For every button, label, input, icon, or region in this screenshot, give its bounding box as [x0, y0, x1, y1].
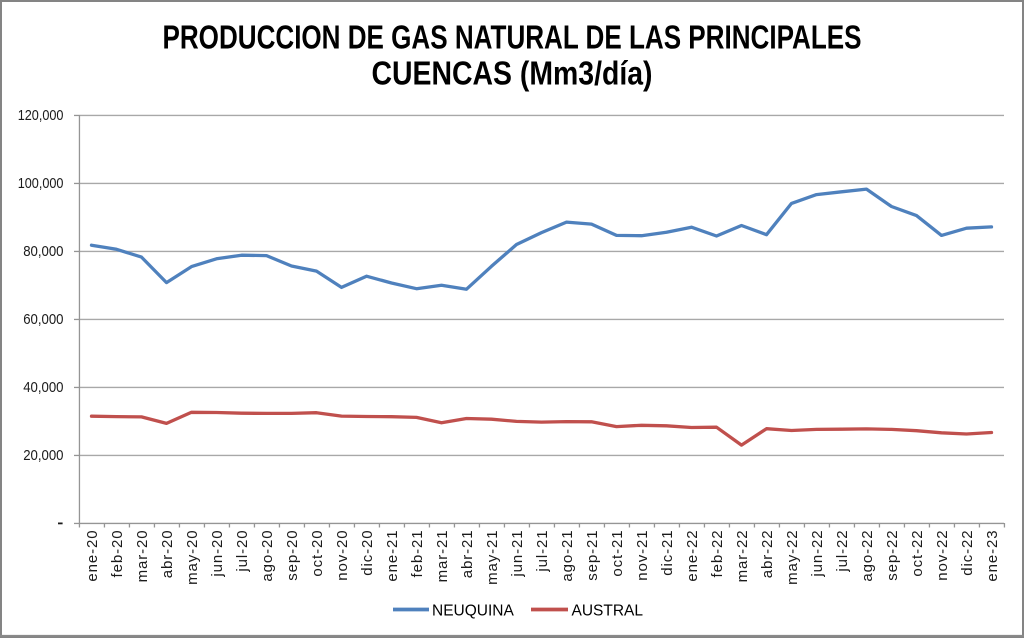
svg-text:100,000: 100,000 [18, 175, 64, 192]
svg-text:40,000: 40,000 [23, 379, 63, 396]
svg-text:ago-22: ago-22 [859, 530, 876, 582]
svg-text:sep-21: sep-21 [584, 530, 601, 581]
svg-text:jul-21: jul-21 [534, 530, 551, 573]
svg-text:jun-20: jun-20 [209, 530, 226, 578]
svg-text:ene-22: ene-22 [684, 530, 701, 582]
svg-text:nov-21: nov-21 [634, 530, 651, 581]
svg-text:abr-20: abr-20 [159, 530, 176, 579]
svg-text:abr-21: abr-21 [459, 530, 476, 579]
svg-text:ene-20: ene-20 [84, 530, 101, 582]
svg-text:PRODUCCION DE GAS NATURAL DE L: PRODUCCION DE GAS NATURAL DE LAS PRINCIP… [163, 19, 862, 56]
svg-text:oct-20: oct-20 [309, 530, 326, 577]
svg-text:dic-21: dic-21 [659, 530, 676, 576]
svg-text:ene-23: ene-23 [984, 530, 1001, 582]
svg-text:nov-20: nov-20 [334, 530, 351, 581]
svg-text:80,000: 80,000 [23, 243, 63, 260]
svg-text:dic-20: dic-20 [359, 530, 376, 576]
svg-text:jun-22: jun-22 [809, 530, 826, 578]
svg-text:ago-21: ago-21 [559, 530, 576, 582]
svg-text:mar-22: mar-22 [734, 530, 751, 583]
svg-text:oct-21: oct-21 [609, 530, 626, 577]
svg-text:sep-20: sep-20 [284, 530, 301, 581]
svg-text:jul-22: jul-22 [834, 530, 851, 573]
svg-text:jul-20: jul-20 [234, 530, 251, 573]
svg-text:jun-21: jun-21 [509, 530, 526, 578]
svg-text:feb-22: feb-22 [709, 530, 726, 578]
svg-text:dic-22: dic-22 [959, 530, 976, 576]
svg-text:60,000: 60,000 [23, 311, 63, 328]
svg-text:abr-22: abr-22 [759, 530, 776, 579]
svg-text:mar-21: mar-21 [434, 530, 451, 583]
svg-text:feb-21: feb-21 [409, 530, 426, 578]
svg-text:may-22: may-22 [784, 530, 801, 585]
svg-text:sep-22: sep-22 [884, 530, 901, 581]
svg-text:may-20: may-20 [184, 530, 201, 585]
svg-text:AUSTRAL: AUSTRAL [572, 603, 644, 620]
svg-text:feb-20: feb-20 [109, 530, 126, 578]
svg-text:120,000: 120,000 [18, 107, 64, 124]
svg-text:nov-22: nov-22 [934, 530, 951, 581]
svg-text:oct-22: oct-22 [909, 530, 926, 577]
svg-text:ago-20: ago-20 [259, 530, 276, 582]
svg-text:NEUQUINA: NEUQUINA [432, 603, 514, 620]
svg-text:mar-20: mar-20 [134, 530, 151, 583]
svg-text:ene-21: ene-21 [384, 530, 401, 582]
svg-text:CUENCAS (Mm3/día): CUENCAS (Mm3/día) [372, 55, 653, 92]
svg-text:20,000: 20,000 [23, 447, 63, 464]
svg-text:may-21: may-21 [484, 530, 501, 585]
